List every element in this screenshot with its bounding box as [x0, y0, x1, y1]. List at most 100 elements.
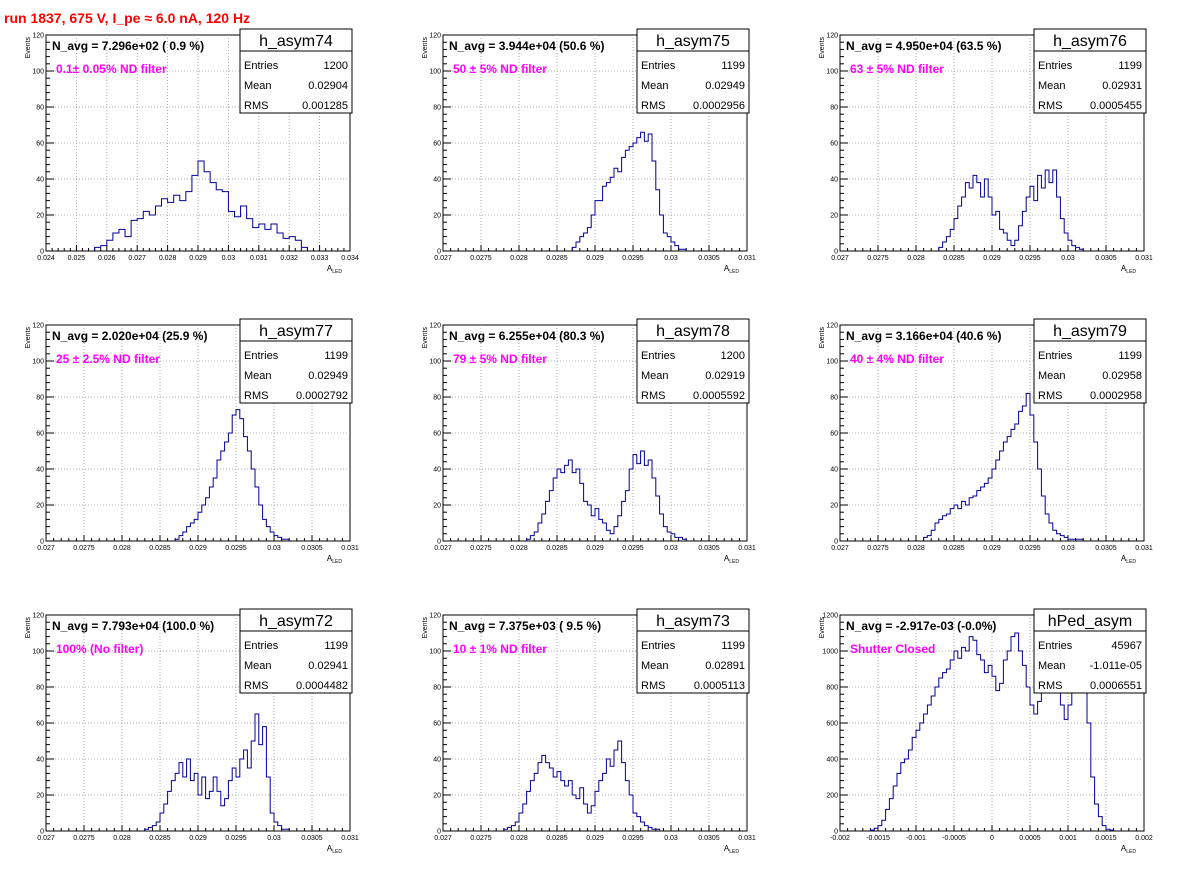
navg-annotation: N_avg = 3.944e+04 (50.6 %) [449, 39, 604, 53]
y-axis-label: Events [25, 37, 32, 59]
y-tick-label: 120 [32, 323, 44, 330]
x-axis-label-sub: LED [332, 559, 342, 565]
y-tick-label: 100 [826, 359, 838, 366]
x-tick-label: 0.031 [341, 545, 359, 552]
y-axis-label: Events [819, 37, 826, 59]
x-tick-label: 0.031 [1135, 545, 1153, 552]
histogram-series [571, 131, 687, 251]
histogram-series [144, 713, 290, 831]
stats-label: RMS [641, 390, 665, 402]
stats-label: Mean [641, 80, 669, 92]
x-tick-label: 0.031 [738, 545, 756, 552]
y-tick-label: 20 [830, 503, 838, 510]
histogram-panel: 0.024 0.025 0.026 0.027 0.028 0.029 0.03 0.031 0… [25, 28, 359, 275]
y-tick-label: 1000 [822, 649, 838, 656]
histogram-panel: 0.027 0.0275 0.028 0.0285 0.029 0.0295 0.03 0.0… [819, 318, 1153, 565]
x-tick-label: 0.0005 [1019, 835, 1041, 842]
x-tick-label: 0.0285 [149, 835, 171, 842]
x-tick-label: 0.029 [586, 255, 604, 262]
stats-label: Entries [641, 640, 676, 652]
y-tick-label: 100 [32, 69, 44, 76]
stats-label: Entries [244, 350, 279, 362]
histogram-series [94, 160, 308, 251]
y-tick-label: 600 [826, 721, 838, 728]
x-tick-label: 0.028 [113, 835, 131, 842]
x-tick-label: 0.031 [341, 835, 359, 842]
stats-label: Entries [1038, 350, 1073, 362]
x-tick-label: 0.0275 [73, 835, 95, 842]
x-axis-label: ALED [327, 264, 342, 275]
y-tick-label: 40 [36, 757, 44, 764]
x-tick-label: 0.0295 [622, 545, 644, 552]
filter-label: 63 ± 5% ND filter [850, 62, 944, 76]
stats-label: Mean [641, 370, 669, 382]
y-tick-label: 20 [433, 503, 441, 510]
filter-label: 100% (No filter) [56, 642, 143, 656]
y-tick-label: 120 [429, 323, 441, 330]
x-tick-label: 0.03 [267, 835, 281, 842]
x-tick-label: 0.029 [189, 255, 207, 262]
y-tick-label: 40 [36, 467, 44, 474]
x-axis-label: ALED [327, 554, 342, 565]
x-tick-label: 0.0275 [470, 255, 492, 262]
x-tick-label: 0.0295 [622, 255, 644, 262]
stats-label: Entries [1038, 60, 1073, 72]
y-tick-label: 80 [830, 105, 838, 112]
stats-value: 0.02931 [1102, 80, 1142, 92]
y-tick-label: 0 [834, 539, 838, 546]
x-tick-label: 0.0275 [867, 255, 889, 262]
y-axis-label: Events [422, 37, 429, 59]
stats-value: 1199 [324, 640, 348, 652]
x-axis-label: ALED [327, 844, 342, 855]
stats-label: Mean [244, 80, 272, 92]
stats-box [239, 630, 353, 694]
x-tick-label: 0.0305 [1095, 545, 1117, 552]
stats-value: 0.0005113 [694, 680, 745, 692]
x-tick-label: 0.027 [37, 545, 55, 552]
x-axis-label-sub: LED [332, 269, 342, 275]
x-tick-label: 0.027 [831, 255, 849, 262]
filter-label: 25 ± 2.5% ND filter [56, 352, 160, 366]
x-tick-label: 0.03 [664, 835, 678, 842]
x-tick-label: -0.002 [830, 835, 850, 842]
stats-value: 45967 [1111, 640, 1142, 652]
stats-label: Entries [244, 60, 279, 72]
x-tick-label: 0.0305 [301, 835, 323, 842]
stats-label: Entries [641, 350, 676, 362]
y-tick-label: 20 [433, 793, 441, 800]
stats-label: Entries [641, 60, 676, 72]
x-tick-label: 0.001 [1059, 835, 1077, 842]
x-axis-label-sub: LED [1126, 849, 1136, 855]
stats-box [1033, 630, 1147, 694]
stats-value: 1200 [324, 60, 348, 72]
stats-label: Mean [1038, 660, 1066, 672]
x-tick-label: 0.028 [159, 255, 177, 262]
navg-annotation: N_avg = 6.255e+04 (80.3 %) [449, 329, 604, 343]
y-tick-label: 0 [40, 539, 44, 546]
x-tick-label: 0.031 [250, 255, 268, 262]
histogram-panel: 0.027 0.0275 0.028 0.0285 0.029 0.0295 0.03 0.0… [422, 608, 756, 855]
histogram-panel: 0.027 0.0275 0.028 0.0285 0.029 0.0295 0.03 0.0… [422, 28, 756, 275]
histogram-series [923, 392, 1084, 541]
y-tick-label: 80 [36, 395, 44, 402]
x-tick-label: 0.027 [434, 255, 452, 262]
y-tick-label: 40 [433, 467, 441, 474]
stats-label: RMS [244, 100, 268, 112]
stats-box [1033, 50, 1147, 114]
x-tick-label: 0.0295 [1019, 255, 1041, 262]
x-axis-label-sub: LED [729, 269, 739, 275]
x-tick-label: 0.0285 [943, 255, 965, 262]
stats-label: RMS [1038, 680, 1062, 692]
x-axis-label: ALED [724, 554, 739, 565]
stats-value: -1.011e-05 [1090, 660, 1142, 672]
y-axis-label: Events [819, 617, 826, 639]
y-tick-label: 40 [830, 177, 838, 184]
stats-value: 0.0002792 [296, 390, 348, 402]
histogram-panel: 0.027 0.0275 0.028 0.0285 0.029 0.0295 0.03 0.0… [25, 608, 359, 855]
x-tick-label: 0.029 [189, 545, 207, 552]
y-tick-label: 80 [830, 395, 838, 402]
x-tick-label: 0.029 [586, 835, 604, 842]
x-tick-label: 0.0285 [546, 835, 568, 842]
x-axis-label: ALED [1121, 844, 1136, 855]
histogram-title: h_asym78 [656, 323, 730, 340]
